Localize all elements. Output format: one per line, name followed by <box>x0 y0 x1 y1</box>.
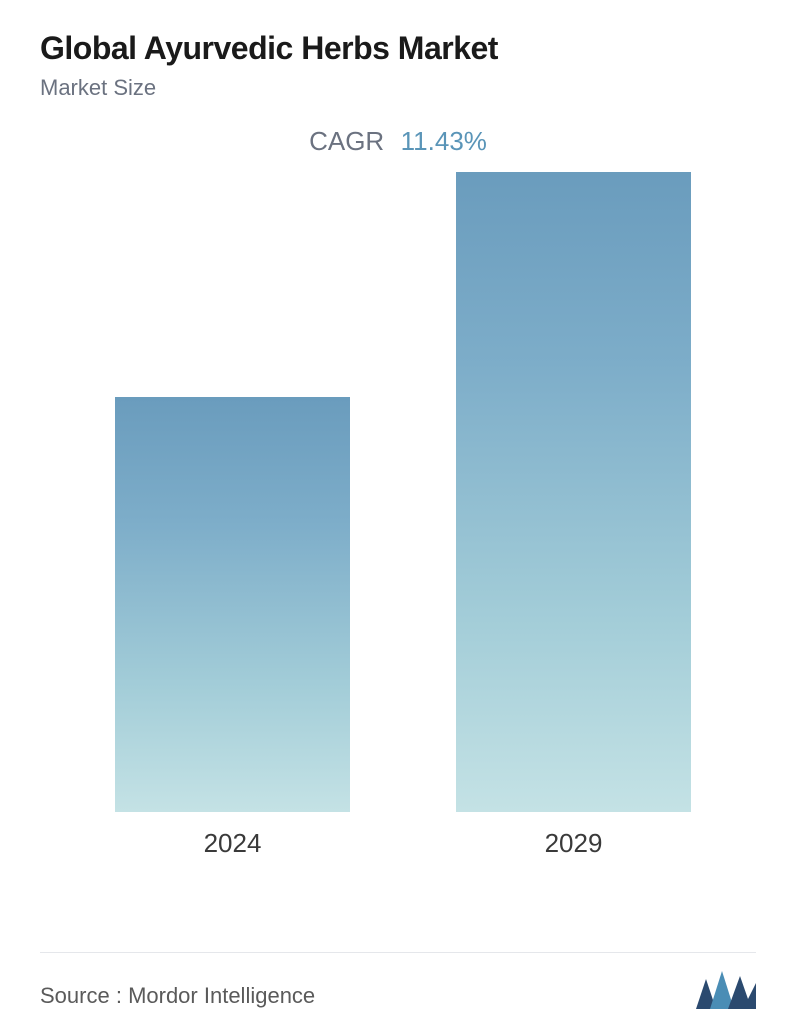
bar-label-2024: 2024 <box>115 828 350 859</box>
bar-2024 <box>115 397 350 812</box>
bar-fill-2029 <box>456 172 691 812</box>
source-name: Mordor Intelligence <box>128 983 315 1008</box>
mordor-logo-icon <box>696 971 756 1009</box>
bar-label-2029: 2029 <box>456 828 691 859</box>
source-text: Source : Mordor Intelligence <box>40 983 315 1009</box>
subtitle: Market Size <box>40 75 756 101</box>
cagr-row: CAGR 11.43% <box>40 126 756 157</box>
source-label: Source : <box>40 983 122 1008</box>
cagr-label: CAGR <box>309 126 384 156</box>
footer: Source : Mordor Intelligence <box>40 952 756 1009</box>
bar-chart: 2024 2029 <box>40 187 756 867</box>
cagr-value: 11.43% <box>401 126 487 156</box>
chart-container: Global Ayurvedic Herbs Market Market Siz… <box>0 0 796 1034</box>
page-title: Global Ayurvedic Herbs Market <box>40 30 756 67</box>
bar-2029 <box>456 172 691 812</box>
bar-fill-2024 <box>115 397 350 812</box>
